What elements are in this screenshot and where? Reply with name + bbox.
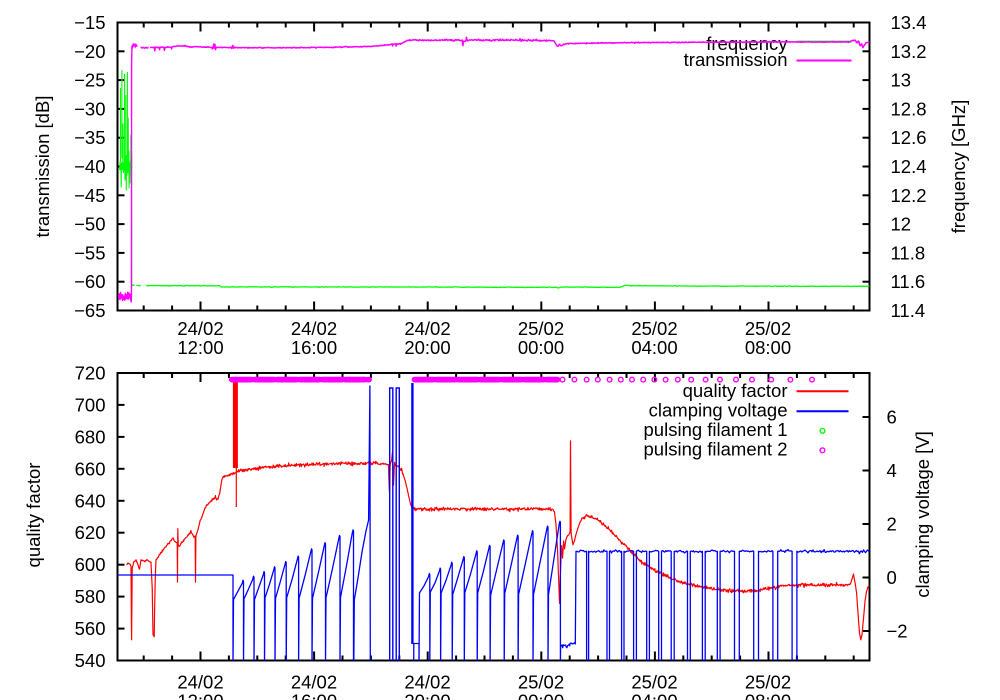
svg-text:−25: −25 [74,70,105,91]
svg-text:24/02: 24/02 [291,318,337,339]
svg-text:600: 600 [75,554,106,575]
svg-text:16:00: 16:00 [291,337,337,358]
svg-text:−50: −50 [74,214,105,235]
svg-text:640: 640 [75,490,106,511]
svg-text:−2: −2 [887,621,908,642]
svg-text:24/02: 24/02 [404,318,450,339]
svg-text:−45: −45 [74,185,105,206]
svg-text:680: 680 [75,426,106,447]
svg-text:0: 0 [887,567,897,588]
svg-text:08:00: 08:00 [745,690,791,700]
svg-text:08:00: 08:00 [745,337,791,358]
svg-text:13.2: 13.2 [891,41,927,62]
svg-text:−30: −30 [74,98,105,119]
svg-text:12.4: 12.4 [891,156,927,177]
svg-text:12:00: 12:00 [177,690,223,700]
svg-text:25/02: 25/02 [745,672,791,693]
svg-text:frequency [GHz]: frequency [GHz] [948,100,969,234]
svg-text:540: 540 [75,650,106,671]
svg-text:−60: −60 [74,271,105,292]
svg-text:transmission: transmission [684,49,788,70]
svg-text:−65: −65 [74,300,105,321]
svg-text:pulsing filament 2: pulsing filament 2 [644,438,788,459]
svg-text:25/02: 25/02 [745,318,791,339]
svg-text:620: 620 [75,522,106,543]
svg-text:00:00: 00:00 [518,690,564,700]
svg-text:25/02: 25/02 [518,318,564,339]
svg-text:560: 560 [75,618,106,639]
svg-text:20:00: 20:00 [404,337,450,358]
svg-text:−55: −55 [74,242,105,263]
svg-text:660: 660 [75,458,106,479]
svg-text:quality factor: quality factor [23,463,44,568]
svg-text:13.4: 13.4 [891,12,927,33]
svg-text:25/02: 25/02 [631,318,677,339]
svg-text:11.8: 11.8 [891,242,926,263]
svg-text:12: 12 [891,214,912,235]
svg-text:24/02: 24/02 [404,672,450,693]
svg-text:12.8: 12.8 [891,98,927,119]
svg-text:frequency: frequency [706,33,788,54]
svg-text:580: 580 [75,586,106,607]
svg-text:−35: −35 [74,127,105,148]
svg-text:720: 720 [75,363,106,384]
svg-text:2: 2 [887,514,897,535]
svg-text:4: 4 [887,460,897,481]
svg-text:transmission [dB]: transmission [dB] [32,96,53,238]
svg-text:−20: −20 [74,41,105,62]
svg-text:6: 6 [887,407,897,428]
svg-text:quality factor: quality factor [683,380,788,401]
svg-text:24/02: 24/02 [291,672,337,693]
svg-text:12.2: 12.2 [891,185,927,206]
svg-text:24/02: 24/02 [177,318,223,339]
svg-text:12.6: 12.6 [891,127,927,148]
svg-text:24/02: 24/02 [177,672,223,693]
svg-text:04:00: 04:00 [631,337,677,358]
svg-text:pulsing filament 1: pulsing filament 1 [644,419,788,440]
svg-text:12:00: 12:00 [177,337,223,358]
svg-text:clamping voltage [V]: clamping voltage [V] [912,431,933,598]
svg-text:−40: −40 [74,156,105,177]
svg-text:11.6: 11.6 [891,271,926,292]
svg-text:700: 700 [75,394,106,415]
svg-text:11.4: 11.4 [891,300,926,321]
svg-text:00:00: 00:00 [518,337,564,358]
svg-text:−15: −15 [74,12,105,33]
svg-text:25/02: 25/02 [631,672,677,693]
svg-text:04:00: 04:00 [631,690,677,700]
svg-text:20:00: 20:00 [404,690,450,700]
svg-text:16:00: 16:00 [291,690,337,700]
svg-text:13: 13 [891,70,912,91]
svg-text:clamping voltage: clamping voltage [649,399,788,420]
svg-text:25/02: 25/02 [518,672,564,693]
